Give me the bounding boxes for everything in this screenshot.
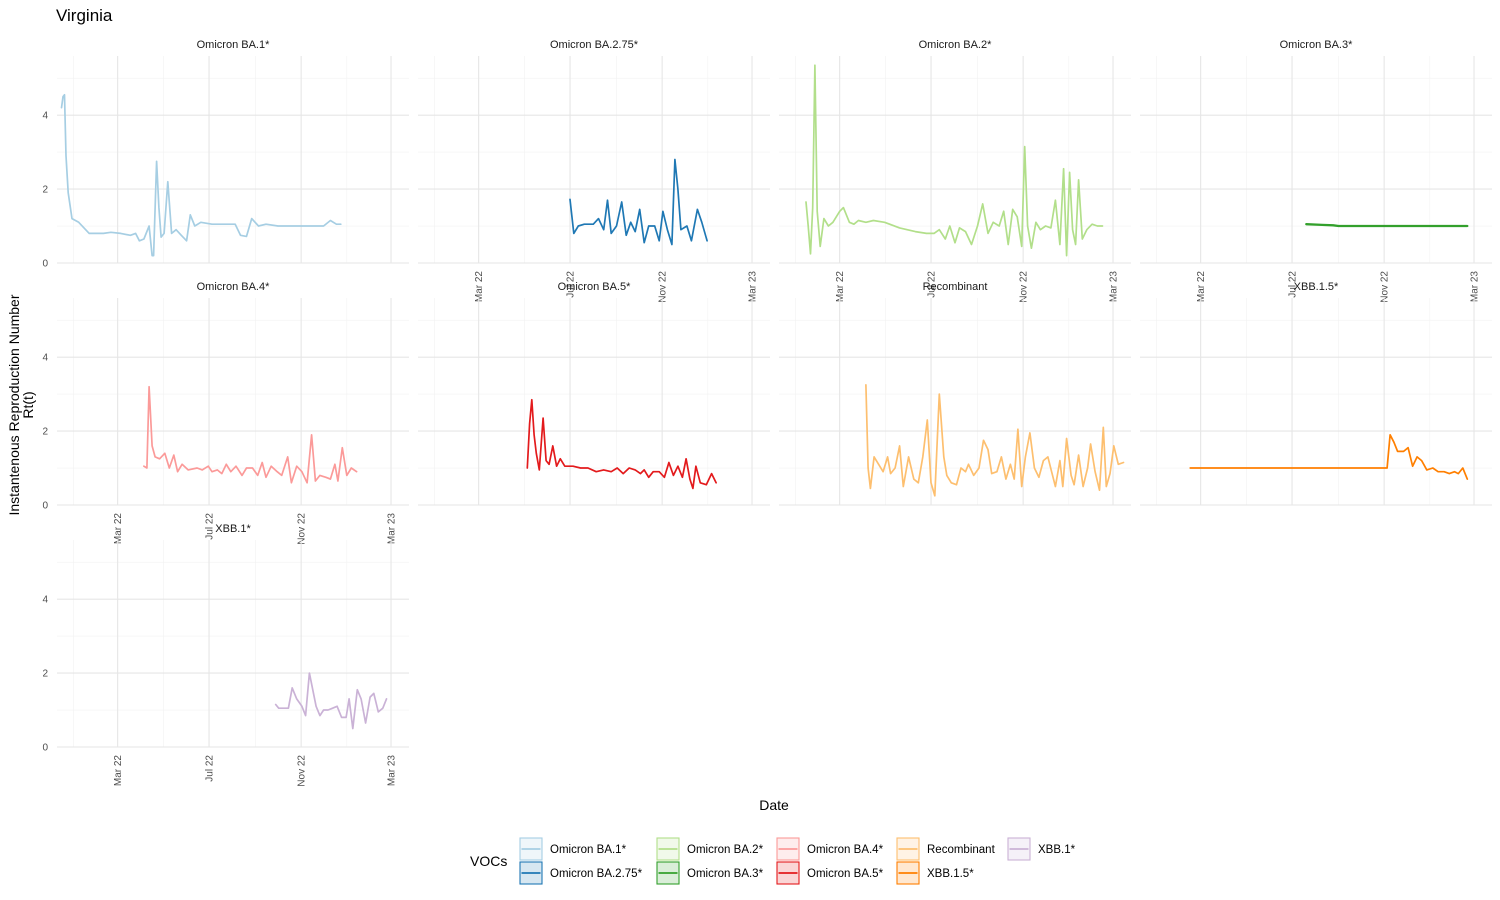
y-tick-label: 0	[42, 501, 48, 512]
x-tick-label: Mar 22	[1196, 271, 1207, 303]
legend-label: Omicron BA.2*	[687, 844, 764, 856]
facet-strip-label: Omicron BA.3*	[1280, 39, 1353, 51]
facet-panel: Omicron BA.1* 0 2 4	[42, 39, 409, 270]
x-tick-label: Mar 22	[113, 513, 124, 545]
y-axis-title-line-1: Instantenous Reproduction Number	[6, 294, 22, 515]
x-tick-label: Nov 22	[297, 513, 308, 545]
x-axis-title: Date	[759, 797, 789, 813]
series-line	[1189, 433, 1469, 480]
series-line	[526, 398, 717, 490]
x-tick-label: Jul 22	[205, 755, 216, 782]
facet-strip-label: XBB.1.5*	[1294, 281, 1339, 293]
legend-label: Omicron BA.5*	[807, 868, 884, 880]
legend-title: VOCs	[470, 853, 507, 869]
legend-item: Omicron BA.3*	[656, 861, 764, 885]
legend-label: Omicron BA.1*	[550, 844, 627, 856]
legend-label: Omicron BA.4*	[807, 844, 884, 856]
x-tick-label: Mar 22	[835, 271, 846, 303]
x-tick-label: Mar 23	[748, 271, 759, 303]
x-tick-label: Mar 23	[1470, 271, 1481, 303]
y-tick-label: 4	[42, 111, 48, 122]
legend-item: Omicron BA.5*	[776, 861, 884, 885]
facet-panel: Recombinant	[779, 281, 1131, 506]
series-line	[274, 672, 388, 730]
legend-label: Omicron BA.3*	[687, 868, 764, 880]
x-tick-label: Jul 22	[1288, 271, 1299, 298]
x-tick-label: Mar 23	[1109, 271, 1120, 303]
y-tick-label: 4	[42, 595, 48, 606]
legend-label: XBB.1.5*	[927, 868, 974, 880]
facet-strip-label: Recombinant	[923, 281, 988, 293]
y-axis-title: Instantenous Reproduction Number Rt(t)	[6, 294, 36, 515]
x-tick-label: Jul 22	[927, 271, 938, 298]
legend: VOCs Omicron BA.1* Omicron BA.2.75* Omicro…	[470, 837, 1076, 885]
facet-panel: Omicron BA.5*	[418, 281, 770, 506]
facet-panel: Omicron BA.2.75* Mar 22 Jul 22 Nov 22 Mar 23	[418, 39, 770, 303]
x-tick-label: Jul 22	[205, 513, 216, 540]
series-line	[60, 93, 342, 257]
legend-item: Omicron BA.4*	[776, 837, 884, 861]
legend-label: Omicron BA.2.75*	[550, 868, 643, 880]
series-line	[569, 158, 708, 246]
facet-panel: Omicron BA.3* Mar 22 Jul 22 Nov 22 Mar 23	[1140, 39, 1492, 303]
facet-panel: XBB.1* 0 2 4 Mar 22 Jul 22 Nov 22 Mar 23	[42, 523, 409, 787]
x-tick-label: Nov 22	[297, 755, 308, 787]
y-tick-label: 0	[42, 259, 48, 270]
facet-panel: Omicron BA.4* 0 2 4 Mar 22 Jul 22 Nov 22 Mar 23	[42, 281, 409, 545]
y-axis-title-line-2: Rt(t)	[20, 391, 36, 418]
facet-panels: Omicron BA.1* 0 2 4 Omicron BA.2.75* Mar 22 Ju…	[42, 39, 1492, 787]
facet-strip-label: Omicron BA.4*	[197, 281, 270, 293]
chart-title: Virginia	[56, 6, 113, 25]
facet-strip-label: Omicron BA.2*	[919, 39, 992, 51]
series-line	[1305, 223, 1469, 228]
legend-item: XBB.1.5*	[896, 861, 974, 885]
legend-item: Omicron BA.2*	[656, 837, 764, 861]
legend-item: XBB.1*	[1007, 837, 1076, 861]
facet-strip-label: Omicron BA.2.75*	[550, 39, 639, 51]
x-tick-label: Mar 23	[387, 755, 398, 787]
y-tick-label: 0	[42, 743, 48, 754]
y-tick-label: 4	[42, 353, 48, 364]
x-tick-label: Mar 22	[113, 755, 124, 787]
legend-label: Recombinant	[927, 844, 996, 856]
y-tick-label: 2	[42, 427, 48, 438]
x-tick-label: Nov 22	[1380, 271, 1391, 303]
series-line	[143, 385, 358, 484]
legend-item: Omicron BA.2.75*	[519, 861, 643, 885]
y-tick-label: 2	[42, 185, 48, 196]
x-tick-label: Nov 22	[1019, 271, 1030, 303]
facet-panel: Omicron BA.2* Mar 22 Jul 22 Nov 22 Mar 23	[779, 39, 1131, 303]
x-tick-label: Nov 22	[658, 271, 669, 303]
x-tick-label: Jul 22	[566, 271, 577, 298]
facet-strip-label: Omicron BA.5*	[558, 281, 631, 293]
legend-label: XBB.1*	[1038, 844, 1076, 856]
facet-panel: XBB.1.5*	[1140, 281, 1492, 506]
series-line	[805, 64, 1104, 257]
legend-item: Omicron BA.1*	[519, 837, 627, 861]
legend-item: Recombinant	[896, 837, 996, 861]
x-tick-label: Mar 22	[474, 271, 485, 303]
x-tick-label: Mar 23	[387, 513, 398, 545]
facet-strip-label: XBB.1*	[215, 523, 251, 535]
series-line	[865, 384, 1125, 497]
y-tick-label: 2	[42, 669, 48, 680]
facet-strip-label: Omicron BA.1*	[197, 39, 270, 51]
